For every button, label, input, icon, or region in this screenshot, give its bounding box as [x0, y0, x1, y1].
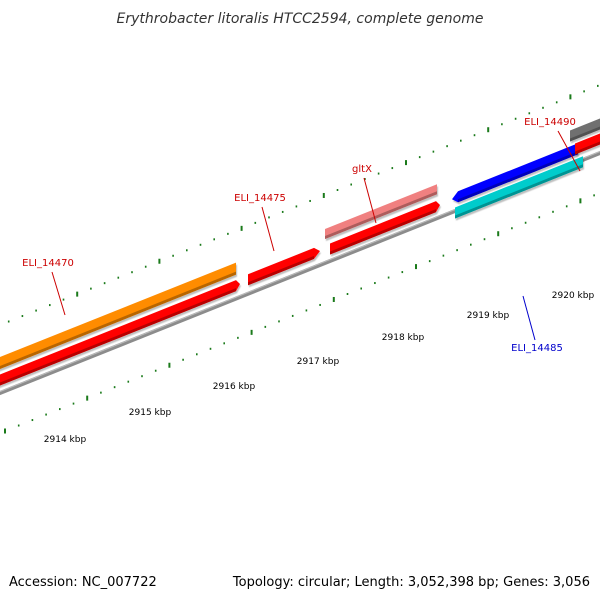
- gene-label-eli-14485: ELI_14485: [511, 343, 563, 354]
- gene-labels-group: ELI_14470 ELI_14475 gltX ELI_14485 ELI_14490: [22, 117, 576, 354]
- kbp-label: 2919 kbp: [467, 311, 510, 321]
- gene-body-shade: [458, 151, 578, 203]
- gene-features-group: [0, 118, 600, 386]
- kbp-label: 2916 kbp: [213, 382, 256, 392]
- genome-summary-label: Topology: circular; Length: 3,052,398 bp…: [232, 575, 590, 590]
- gene-leader-eli-14490: [557, 130, 581, 172]
- kbp-label: 2920 kbp: [552, 291, 595, 301]
- accession-label: Accession: NC_007722: [9, 575, 157, 590]
- kbp-label: 2918 kbp: [382, 333, 425, 343]
- gene-body-shade: [575, 141, 600, 155]
- gene-label-eli-14475: ELI_14475: [234, 193, 286, 204]
- kbp-label: 2915 kbp: [129, 408, 172, 418]
- gene-body-shade: [0, 288, 236, 386]
- gene-leader-eli-14485: [522, 295, 536, 341]
- gene-feature-eli-14485: [455, 156, 583, 219]
- gene-body-shade: [330, 209, 436, 255]
- label-leaders-group: [51, 130, 581, 341]
- gene-feature-unlabeled-4: [330, 201, 440, 255]
- gene-label-gltx: gltX: [352, 164, 372, 175]
- gene-body: [0, 262, 236, 370]
- kbp-label: 2914 kbp: [44, 435, 87, 445]
- genome-title: Erythrobacter litoralis HTCC2594, comple…: [117, 11, 484, 27]
- gene-label-eli-14470: ELI_14470: [22, 258, 74, 269]
- gene-feature-eli-14490: [570, 118, 600, 142]
- kbp-labels-group: 2914 kbp 2915 kbp 2916 kbp 2917 kbp 2918 kbp…: [44, 291, 595, 445]
- gene-body-shade: [325, 191, 437, 239]
- gene-feature-unlabeled-1: [0, 280, 240, 386]
- kbp-label: 2917 kbp: [297, 357, 340, 367]
- gene-feature-unlabeled-5: [452, 143, 578, 203]
- gene-leader-gltx: [363, 177, 377, 224]
- gene-leader-eli-14470: [51, 271, 66, 316]
- gene-body-shade: [248, 255, 314, 286]
- gene-body-shade: [455, 164, 583, 219]
- gene-body-shade: [0, 271, 236, 370]
- gene-feature-eli-14475: [248, 247, 320, 286]
- gene-body: [452, 143, 578, 203]
- gene-feature-gltx: [325, 184, 437, 239]
- gene-feature-unlabeled-8: [575, 133, 600, 155]
- gene-leader-eli-14475: [261, 206, 275, 252]
- gene-feature-eli-14470: [0, 262, 236, 370]
- gene-body-shade: [570, 126, 600, 142]
- gene-body: [0, 280, 240, 386]
- tick-marks-group: [4, 84, 599, 434]
- gene-label-eli-14490: ELI_14490: [524, 117, 576, 128]
